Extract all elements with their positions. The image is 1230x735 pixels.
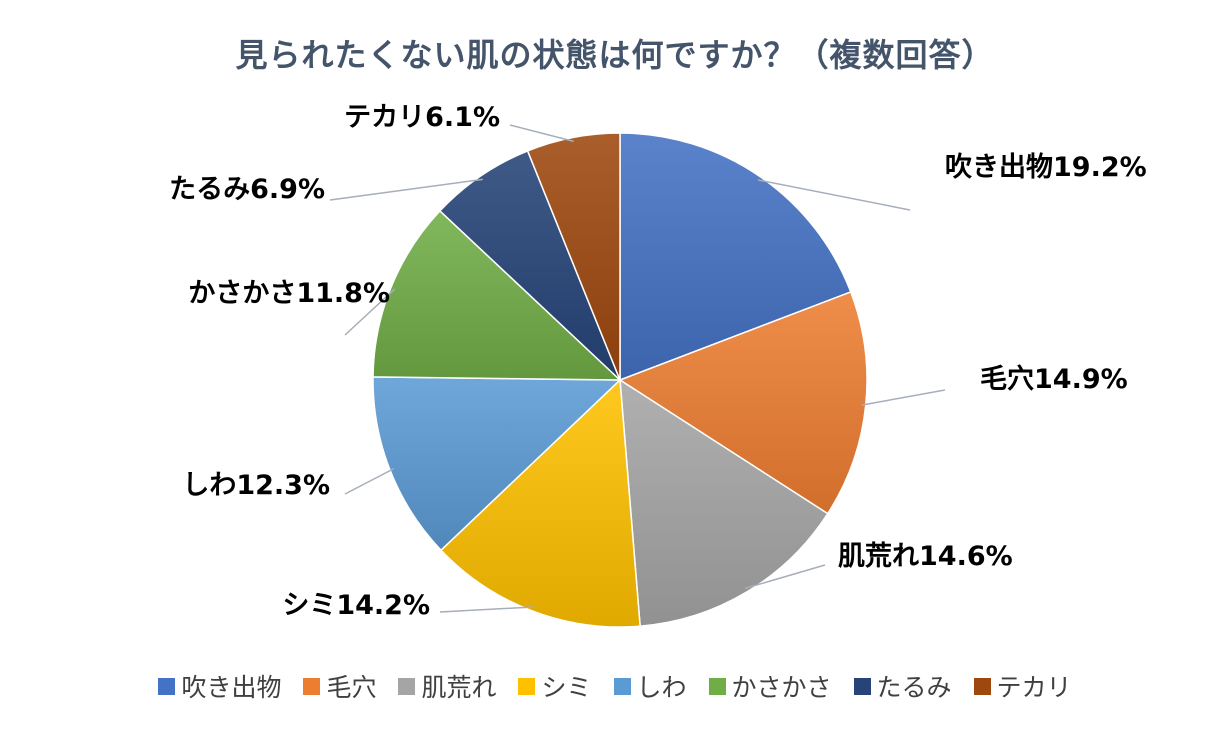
pie-slice-7 (438, 149, 621, 381)
pie-slice-2 (618, 291, 868, 515)
legend-swatch-3 (398, 677, 416, 695)
legend-item-5: しわ (613, 668, 687, 704)
leader-line-4 (439, 606, 534, 613)
legend-item-2: 毛穴 (303, 668, 376, 704)
leader-line-8 (509, 124, 574, 143)
legend-item-7: たるみ (853, 668, 952, 704)
legend-label-5: しわ (636, 673, 687, 702)
legend-swatch-4 (518, 677, 536, 695)
legend-label-6: かさかさ (731, 673, 832, 702)
legend: 吹き出物 毛穴 肌荒れ シミ しわ かさかさ たるみ テカリ (0, 668, 1230, 704)
data-label-4: シミ14.2% (282, 590, 430, 621)
leader-line-3 (744, 564, 826, 590)
legend-label-8: テカリ (996, 673, 1072, 702)
legend-swatch-5 (613, 677, 631, 695)
legend-label-3: 肌荒れ (421, 673, 497, 702)
leader-line-1 (757, 179, 911, 211)
legend-swatch-7 (853, 677, 871, 695)
chart-title: 見られたくない肌の状態は何ですか？（複数回答） (235, 36, 995, 74)
pie-slice-8 (526, 132, 621, 381)
legend-swatch-1 (158, 677, 176, 695)
legend-swatch-6 (708, 677, 726, 695)
legend-label-4: シミ (541, 673, 592, 702)
legend-label-2: 毛穴 (326, 673, 377, 702)
pie-chart: 吹き出物19.2% 毛穴14.9% 肌荒れ14.6% シミ14.2% しわ12.3% かさ… (169, 102, 1147, 628)
legend-label-7: たるみ (876, 673, 952, 702)
legend-label-1: 吹き出物 (181, 673, 282, 702)
leader-line-5 (344, 468, 395, 495)
legend-item-1: 吹き出物 (158, 668, 281, 704)
data-label-5: しわ12.3% (182, 470, 330, 501)
leader-line-6 (344, 288, 396, 336)
legend-item-6: かさかさ (708, 668, 832, 704)
pie-slice-3 (619, 378, 829, 627)
pie-slice-4 (439, 378, 641, 628)
data-label-1: 吹き出物19.2% (945, 152, 1147, 183)
data-label-3: 肌荒れ14.6% (838, 541, 1013, 572)
legend-item-4: シミ (518, 668, 592, 704)
data-label-7: たるみ6.9% (169, 174, 325, 205)
leader-line-2 (861, 389, 946, 406)
data-label-6: かさかさ11.8% (188, 278, 390, 309)
legend-swatch-2 (303, 677, 321, 695)
legend-item-3: 肌荒れ (398, 668, 496, 704)
leader-line-7 (329, 178, 483, 201)
legend-swatch-8 (973, 677, 991, 695)
legend-item-8: テカリ (973, 668, 1072, 704)
data-label-8: テカリ6.1% (344, 102, 500, 133)
data-label-2: 毛穴14.9% (980, 364, 1128, 395)
pie-slice-6 (372, 209, 622, 381)
pie-slice-1 (619, 132, 852, 382)
